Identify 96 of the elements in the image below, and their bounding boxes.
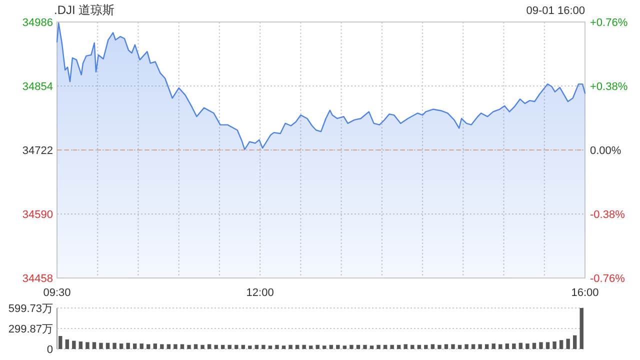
bar	[174, 344, 178, 349]
bar	[526, 344, 530, 349]
bar	[458, 344, 462, 349]
bar	[268, 346, 272, 349]
bar	[112, 342, 116, 349]
bar	[106, 342, 110, 349]
bar	[410, 344, 414, 349]
y-tick-label: 599.73万	[8, 303, 53, 315]
bar	[572, 335, 577, 349]
bar	[383, 344, 388, 349]
bar	[498, 344, 502, 349]
bar	[275, 344, 279, 349]
y2-tick-label: +0.38%	[590, 81, 628, 93]
bar	[92, 342, 96, 349]
bar	[228, 344, 232, 349]
y2-tick-label: -0.38%	[590, 209, 626, 221]
bar	[288, 344, 292, 349]
y-tick-label: 299.87万	[8, 324, 53, 336]
bar	[180, 344, 184, 349]
y2-tick-label: -0.76%	[590, 273, 626, 285]
x-tick-label: 16:00	[571, 287, 599, 299]
bar	[363, 344, 367, 349]
bar	[86, 342, 90, 349]
bar	[471, 344, 476, 349]
bar	[119, 344, 124, 349]
bar	[207, 344, 212, 349]
bar	[430, 344, 435, 349]
bar	[505, 344, 510, 349]
y2-tick-label: +0.76%	[590, 17, 628, 29]
bar	[518, 342, 523, 349]
bar	[451, 344, 455, 349]
bar	[153, 344, 158, 349]
bar	[126, 342, 130, 349]
bar	[417, 344, 422, 349]
y-tick-label: 0	[46, 344, 53, 356]
bar	[200, 344, 204, 349]
bar	[580, 308, 584, 349]
x-tick-label: 12:00	[246, 287, 274, 299]
bar	[65, 339, 70, 349]
bar	[99, 342, 103, 349]
bar	[342, 346, 347, 349]
bar	[559, 340, 564, 349]
bar	[58, 336, 62, 349]
bar	[220, 344, 225, 349]
bar	[214, 344, 218, 349]
bar	[566, 338, 570, 349]
bar	[78, 341, 83, 349]
bar	[282, 346, 286, 349]
bar	[72, 340, 76, 349]
bar	[350, 344, 354, 349]
bar	[478, 344, 482, 349]
y-tick-label: 34986	[22, 17, 53, 29]
bar	[552, 341, 556, 349]
bar	[512, 344, 516, 349]
bar	[464, 344, 468, 349]
y2-tick-label: 0.00%	[590, 145, 622, 157]
bar	[302, 344, 306, 349]
bar	[187, 344, 191, 349]
bar	[424, 344, 428, 349]
bar	[404, 344, 408, 349]
chart-title: .DJI 道琼斯	[54, 3, 115, 17]
y-tick-label: 34722	[22, 145, 53, 157]
bar	[254, 344, 259, 349]
y-tick-label: 34590	[22, 209, 53, 221]
bar	[546, 342, 550, 349]
bar	[492, 344, 496, 349]
bar	[438, 344, 442, 349]
bar	[370, 346, 374, 349]
x-tick-label: 09:30	[43, 287, 71, 299]
y-tick-label: 34854	[22, 81, 53, 93]
bar	[140, 344, 144, 349]
bar	[336, 344, 340, 349]
bar	[248, 346, 252, 349]
bar	[532, 342, 536, 349]
bar	[376, 344, 380, 349]
chart-subtitle: 09-01 16:00	[526, 5, 585, 17]
bar	[396, 344, 401, 349]
bar	[308, 346, 313, 349]
bar	[316, 344, 320, 349]
bar	[322, 346, 326, 349]
bar	[329, 344, 334, 349]
bar	[390, 344, 394, 349]
bar	[160, 344, 164, 349]
bar	[295, 344, 300, 349]
bar	[194, 344, 198, 349]
bar	[484, 344, 489, 349]
bar	[132, 344, 137, 349]
bar	[444, 344, 448, 349]
bar	[234, 344, 238, 349]
bar	[539, 342, 543, 349]
bar	[166, 344, 171, 349]
bar	[262, 344, 266, 349]
bar	[241, 344, 246, 349]
bar	[146, 344, 150, 349]
y-tick-label: 34458	[22, 273, 53, 285]
bar	[356, 344, 360, 349]
